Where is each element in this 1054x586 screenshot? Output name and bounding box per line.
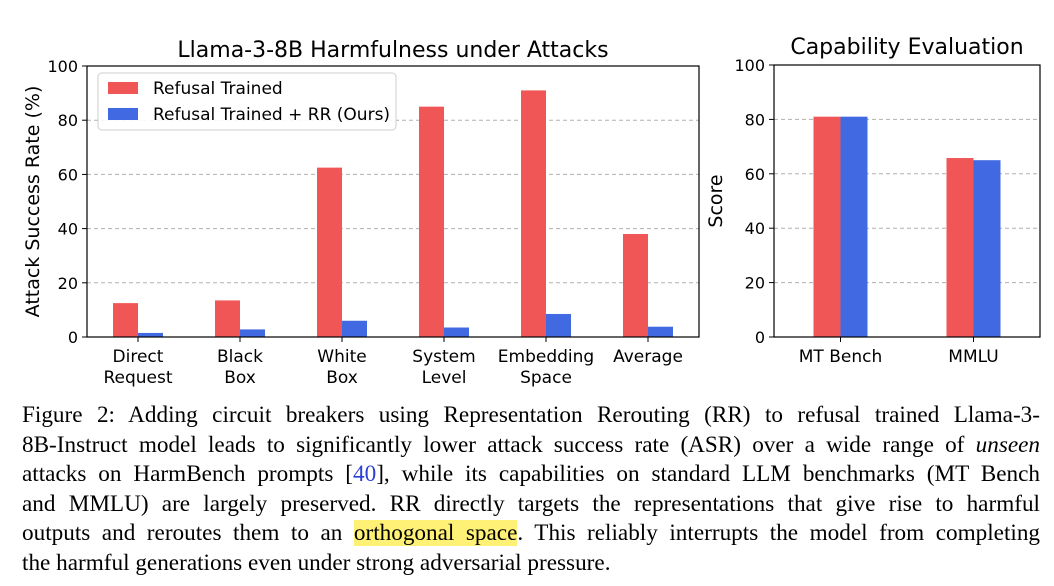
y-tick-label: 20 <box>58 274 78 293</box>
legend-swatch <box>108 108 138 120</box>
caption-emphasis: unseen <box>975 431 1041 458</box>
caption-line-2: 8B-Instruct model leads to significantly… <box>22 431 1041 458</box>
bar-refusal-trained <box>521 90 546 337</box>
y-tick-label: 40 <box>58 220 78 239</box>
legend-label: Refusal Trained + RR (Ours) <box>153 105 390 125</box>
bar-refusal-trained <box>317 167 342 337</box>
caption-line-3: attacks on HarmBench prompts [40], while… <box>22 461 1040 487</box>
bar-rr <box>546 313 571 337</box>
bar-refusal-trained <box>113 303 138 337</box>
caption-label: Figure 2: <box>22 402 116 428</box>
citation-link[interactable]: 40 <box>353 461 377 487</box>
chart-title: Llama-3-8B Harmfulness under Attacks <box>177 38 608 63</box>
bar-rr <box>840 116 868 338</box>
caption-line-6: the harmful generations even under stron… <box>22 549 611 576</box>
plot-frame <box>773 64 1041 338</box>
bar-rr <box>240 329 265 337</box>
chart-title: Capability Evaluation <box>790 35 1023 60</box>
y-tick-label: 60 <box>58 165 78 184</box>
y-tick-label: 80 <box>745 110 765 129</box>
bar-rr <box>342 320 367 337</box>
bar-refusal-trained <box>946 158 974 337</box>
x-tick-label: Direct <box>113 347 164 367</box>
legend: Refusal Trained Refusal Trained + RR (Our… <box>97 72 397 131</box>
bar-rr <box>138 332 163 337</box>
bar-rr <box>444 327 469 337</box>
legend-box <box>97 72 397 131</box>
x-tick-label: Box <box>224 368 256 388</box>
x-tick-label: Embedding <box>498 347 594 367</box>
y-tick-label: 40 <box>745 219 765 238</box>
bar-rr <box>648 326 673 337</box>
y-axis-label: Attack Success Rate (%) <box>22 86 44 318</box>
x-tick-label: White <box>317 347 366 367</box>
legend-label: Refusal Trained <box>153 79 283 99</box>
x-tick-label: Box <box>326 368 358 388</box>
legend-swatch <box>108 82 138 94</box>
harmfulness-chart: 020406080100DirectRequestBlackBoxWhiteBo… <box>22 38 700 388</box>
caption-line-1: Figure 2: Adding circuit breakers using … <box>22 402 1040 428</box>
x-tick-label: System <box>412 347 475 367</box>
plot-frame <box>86 65 700 338</box>
x-tick-label: MMLU <box>948 347 998 367</box>
caption-line-4: and MMLU) are largely preserved. RR dire… <box>22 490 1040 517</box>
highlighted-text: orthogonal space <box>353 520 518 546</box>
y-tick-label: 0 <box>68 328 78 347</box>
x-tick-label: Space <box>520 368 572 388</box>
y-tick-label: 60 <box>745 165 765 184</box>
y-tick-label: 0 <box>755 328 765 347</box>
bar-rr <box>973 160 1001 337</box>
x-tick-label: Average <box>613 347 683 367</box>
caption-line-5: outputs and reroutes them to an orthogon… <box>22 520 1041 546</box>
bar-refusal-trained <box>215 300 240 337</box>
y-tick-label: 80 <box>58 111 78 130</box>
y-tick-label: 100 <box>47 57 78 76</box>
x-tick-label: Level <box>422 368 467 388</box>
bar-refusal-trained <box>419 106 444 338</box>
bar-refusal-trained <box>623 234 648 337</box>
bar-refusal-trained <box>813 116 841 338</box>
capability-chart: 0 20 40 60 80 100 MT Bench MMLU Capability Evalu… <box>705 35 1041 367</box>
y-tick-label: 100 <box>734 56 765 75</box>
x-tick-label: Request <box>103 368 172 388</box>
x-tick-label: Black <box>217 347 263 367</box>
figure-caption: Figure 2: Adding circuit breakers using … <box>22 401 1040 578</box>
y-axis-label: Score <box>705 174 727 227</box>
figure-2-charts: 020406080100DirectRequestBlackBoxWhiteBo… <box>22 35 1041 388</box>
x-tick-label: MT Bench <box>799 347 882 367</box>
y-tick-label: 20 <box>745 274 765 293</box>
